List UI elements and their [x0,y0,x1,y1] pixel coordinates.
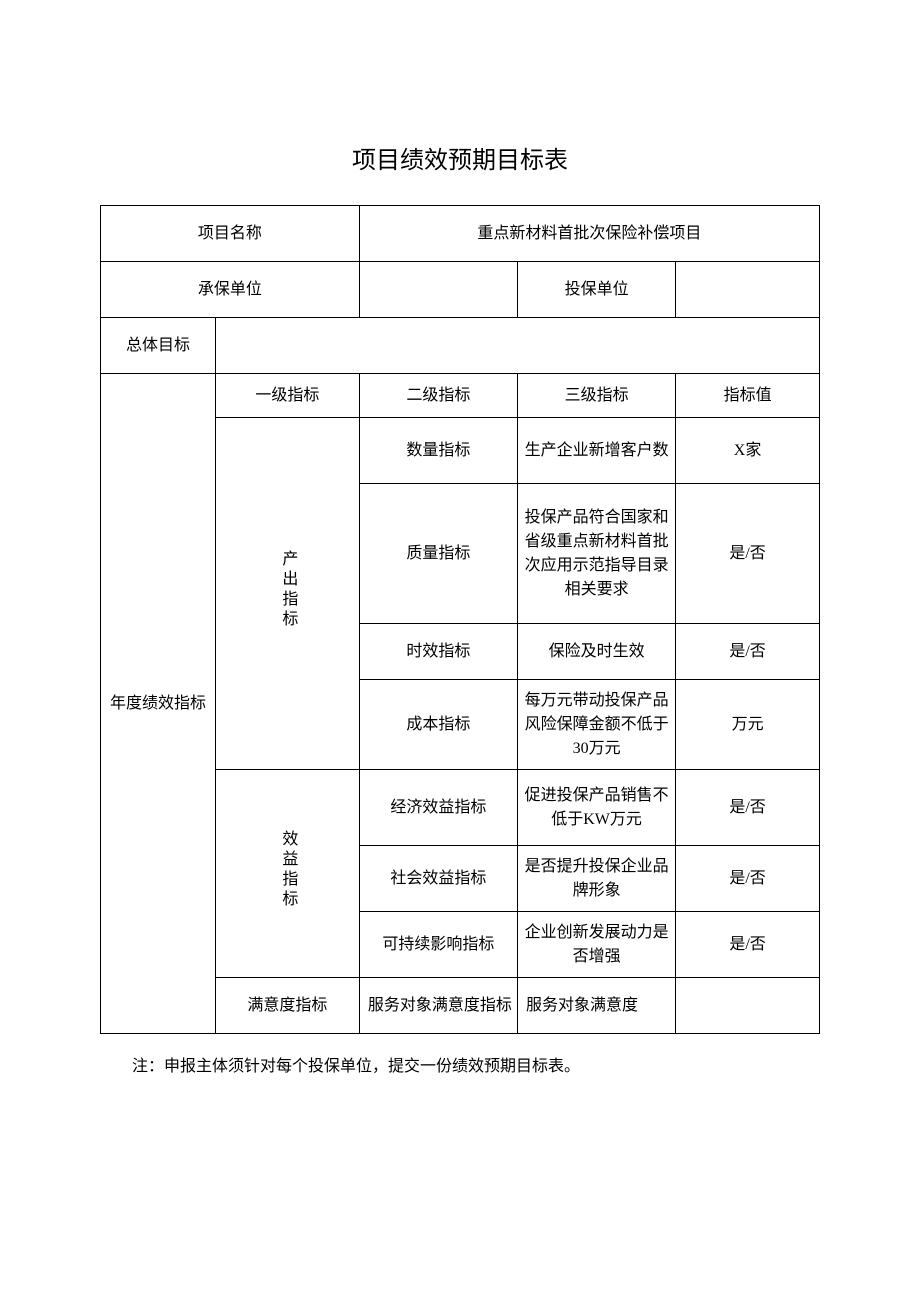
l1-output: 产出指标 [216,418,360,770]
val-cost: 万元 [676,680,820,770]
l2-cost: 成本指标 [359,680,517,770]
value-overall-goal [216,318,820,374]
header-level3: 三级指标 [518,374,676,418]
l2-quality: 质量指标 [359,484,517,624]
l2-sustainable: 可持续影响指标 [359,912,517,978]
l1-benefit: 效益指标 [216,770,360,978]
val-timeliness: 是/否 [676,624,820,680]
l1-output-text: 产出指标 [275,550,299,630]
l3-social: 是否提升投保企业品牌形象 [518,846,676,912]
value-underwriter [359,262,517,318]
label-overall-goal: 总体目标 [101,318,216,374]
label-underwriter: 承保单位 [101,262,360,318]
value-insured [676,262,820,318]
val-new-clients: X家 [676,418,820,484]
val-quality: 是/否 [676,484,820,624]
header-level2: 二级指标 [359,374,517,418]
l1-benefit-text: 效益指标 [275,830,299,910]
l2-satisfaction: 服务对象满意度指标 [359,978,517,1034]
footnote: 注：申报主体须针对每个投保单位，提交一份绩效预期目标表。 [100,1052,820,1076]
l3-satisfaction: 服务对象满意度 [518,978,676,1034]
label-annual-indicator: 年度绩效指标 [101,374,216,1034]
performance-table: 项目名称 重点新材料首批次保险补偿项目 承保单位 投保单位 总体目标 年度绩效指… [100,205,820,1034]
l2-economic: 经济效益指标 [359,770,517,846]
val-economic: 是/否 [676,770,820,846]
l1-satisfaction: 满意度指标 [216,978,360,1034]
label-project-name: 项目名称 [101,206,360,262]
l3-quality: 投保产品符合国家和省级重点新材料首批次应用示范指导目录相关要求 [518,484,676,624]
val-satisfaction [676,978,820,1034]
l3-timeliness: 保险及时生效 [518,624,676,680]
header-level1: 一级指标 [216,374,360,418]
l2-timeliness: 时效指标 [359,624,517,680]
page-title: 项目绩效预期目标表 [100,140,820,175]
label-insured: 投保单位 [518,262,676,318]
l3-cost: 每万元带动投保产品风险保障金额不低于30万元 [518,680,676,770]
header-value: 指标值 [676,374,820,418]
l2-quantity: 数量指标 [359,418,517,484]
val-sustainable: 是/否 [676,912,820,978]
l2-social: 社会效益指标 [359,846,517,912]
value-project-name: 重点新材料首批次保险补偿项目 [359,206,819,262]
l3-new-clients: 生产企业新增客户数 [518,418,676,484]
l3-sustainable: 企业创新发展动力是否增强 [518,912,676,978]
l3-economic: 促进投保产品销售不低于KW万元 [518,770,676,846]
val-social: 是/否 [676,846,820,912]
